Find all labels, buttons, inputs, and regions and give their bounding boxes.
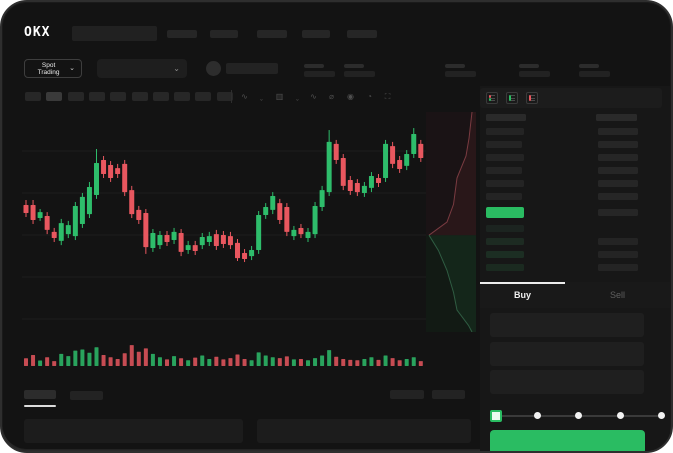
- bid-amount-bar: [598, 251, 638, 258]
- ask-amount-bar: [598, 128, 638, 135]
- bid-amount-bar: [598, 238, 638, 245]
- depth-chart: [426, 112, 476, 332]
- ask-amount-bar: [598, 141, 638, 148]
- ask-price-bar[interactable]: [486, 141, 522, 148]
- orders-table-panel: [24, 419, 243, 443]
- ask-amount-bar: [598, 180, 638, 187]
- tab-sell[interactable]: Sell: [609, 290, 625, 300]
- toolbar-divider: [231, 90, 232, 103]
- price-input[interactable]: [490, 313, 644, 337]
- pair-name-placeholder: [226, 63, 278, 74]
- chevron-down-icon[interactable]: ˬ: [296, 91, 299, 101]
- stat-label-placeholder: [579, 64, 599, 68]
- history-table-panel: [257, 419, 471, 443]
- ask-price-bar[interactable]: [486, 128, 524, 135]
- spot-trading-button[interactable]: Spot Trading ⌄: [24, 59, 82, 78]
- pair-coin-avatar: [206, 61, 221, 76]
- bid-amount-bar: [598, 264, 638, 271]
- nav-item-placeholder[interactable]: [257, 30, 287, 38]
- slider-stop-dot[interactable]: [616, 412, 624, 419]
- ask-amount-bar: [598, 154, 638, 161]
- pair-dropdown[interactable]: ⌄: [97, 59, 187, 78]
- timeframe-button[interactable]: [174, 92, 191, 101]
- slider-handle[interactable]: [490, 410, 502, 422]
- timeframe-button[interactable]: [152, 92, 169, 101]
- bid-price-bar[interactable]: [486, 238, 524, 245]
- camera-icon[interactable]: ◉: [347, 91, 354, 101]
- tab-buy[interactable]: Buy: [513, 290, 531, 300]
- bottom-action-placeholder[interactable]: [390, 390, 424, 399]
- stat-value-placeholder: [304, 71, 335, 77]
- nav-item-placeholder[interactable]: [347, 30, 377, 38]
- fullscreen-icon[interactable]: ⛶: [384, 91, 391, 101]
- book-combined-icon[interactable]: [486, 92, 498, 104]
- book-bids-icon[interactable]: [506, 92, 518, 104]
- order-panel: Buy Sell: [480, 86, 670, 451]
- stat-value-placeholder: [579, 71, 610, 77]
- total-input[interactable]: [490, 370, 644, 394]
- ask-price-bar[interactable]: [486, 180, 524, 187]
- bid-price-bar[interactable]: [486, 225, 524, 232]
- stat-value-placeholder: [519, 71, 550, 77]
- bottom-tab-indicator: [24, 405, 56, 407]
- slider-stop-dot[interactable]: [575, 412, 582, 419]
- nav-item-placeholder[interactable]: [210, 30, 238, 38]
- chevron-down-icon[interactable]: ˬ: [260, 91, 263, 101]
- chevron-down-icon: ⌄: [173, 64, 180, 73]
- candlestick-chart[interactable]: [22, 110, 427, 334]
- trade-tabs: Buy Sell: [480, 282, 670, 308]
- mid-price-badge[interactable]: [486, 207, 524, 218]
- ask-price-bar[interactable]: [486, 193, 522, 200]
- nav-item-placeholder[interactable]: [167, 30, 197, 38]
- volume-chart: [24, 345, 423, 366]
- buy-tab-indicator: [480, 282, 565, 284]
- mid-amount-bar: [598, 209, 638, 216]
- timeframe-button[interactable]: [216, 92, 233, 101]
- book-asks-icon[interactable]: [526, 92, 538, 104]
- timeframe-button[interactable]: [131, 92, 148, 101]
- stat-value-placeholder: [445, 71, 476, 77]
- slider-stop-dot[interactable]: [658, 412, 665, 419]
- logo-placeholder-bar: [72, 26, 157, 41]
- slider-stop-dot[interactable]: [533, 412, 541, 419]
- stat-label-placeholder: [304, 64, 324, 68]
- alert-icon[interactable]: ◔: [367, 91, 372, 101]
- bid-price-bar[interactable]: [486, 264, 524, 271]
- ask-amount-bar: [598, 193, 638, 200]
- orderbook-header-price: [486, 114, 526, 121]
- timeframe-button[interactable]: [195, 92, 212, 101]
- timeframe-button[interactable]: [67, 92, 84, 101]
- nav-item-placeholder[interactable]: [302, 30, 330, 38]
- buy-button[interactable]: [490, 430, 645, 451]
- stat-label-placeholder: [445, 64, 465, 68]
- timeframe-button[interactable]: [88, 92, 105, 101]
- indicator-icon[interactable]: ∿: [241, 91, 248, 101]
- orderbook-header-amount: [596, 114, 637, 121]
- bottom-tab[interactable]: [70, 391, 103, 400]
- stat-label-placeholder: [519, 64, 539, 68]
- orderbook-toolbar: [480, 88, 662, 108]
- stat-label-placeholder: [344, 64, 364, 68]
- chart-style-icon[interactable]: ▥: [275, 91, 284, 101]
- line-tool-icon[interactable]: ∿: [310, 91, 317, 101]
- timeframe-button[interactable]: [110, 92, 127, 101]
- timeframe-button[interactable]: [46, 92, 63, 101]
- ask-price-bar[interactable]: [486, 154, 524, 161]
- stat-value-placeholder: [344, 71, 375, 77]
- spot-trading-label: Spot Trading: [37, 61, 60, 76]
- timeframe-button[interactable]: [25, 92, 41, 101]
- chevron-down-icon: ⌄: [69, 65, 75, 72]
- ask-amount-bar: [598, 167, 638, 174]
- amount-input[interactable]: [490, 342, 644, 366]
- ask-price-bar[interactable]: [486, 167, 522, 174]
- measure-icon[interactable]: ⌀: [329, 91, 334, 101]
- bid-price-bar[interactable]: [486, 251, 524, 258]
- bottom-action-placeholder[interactable]: [432, 390, 465, 399]
- okx-logo: OKX: [24, 25, 51, 40]
- bottom-tab-active[interactable]: [24, 390, 56, 399]
